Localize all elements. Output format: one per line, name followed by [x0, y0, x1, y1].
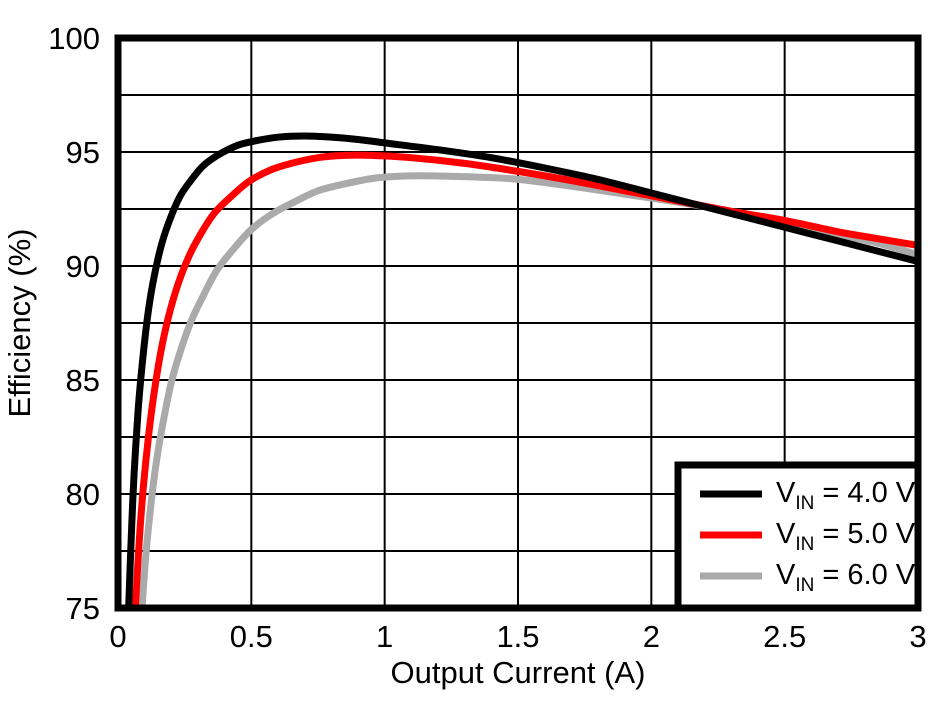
- x-axis-tick-labels: 0 0.5 1 1.5 2 2.5 3: [109, 619, 926, 654]
- y-tick-label: 95: [66, 135, 100, 170]
- y-tick-label: 100: [48, 21, 100, 56]
- x-tick-label: 2.5: [763, 619, 806, 654]
- data-series-layer: [125, 132, 918, 608]
- vertical-gridlines: [250, 38, 786, 608]
- legend-label-3: VIN = 6.0 V: [776, 559, 916, 596]
- y-tick-label: 75: [66, 591, 100, 626]
- y-tick-label: 90: [66, 249, 100, 284]
- x-tick-label: 1: [376, 619, 393, 654]
- y-tick-label: 85: [66, 363, 100, 398]
- series-line-1: [125, 132, 918, 608]
- x-tick-label: 2: [643, 619, 660, 654]
- plot-frame: [114, 34, 922, 612]
- legend[interactable]: VIN = 4.0 V VIN = 5.0 V VIN = 6.0 V: [674, 461, 922, 612]
- x-tick-label: 0: [109, 619, 126, 654]
- legend-label-1: VIN = 4.0 V: [776, 477, 916, 514]
- y-axis-tick-labels: 75 80 85 90 95 100: [48, 21, 100, 626]
- x-tick-label: 3: [909, 619, 926, 654]
- y-axis-title: Efficiency (%): [2, 229, 37, 418]
- legend-items: VIN = 4.0 V VIN = 5.0 V VIN = 6.0 V: [700, 477, 916, 596]
- x-tick-label: 1.5: [496, 619, 539, 654]
- legend-label-2: VIN = 5.0 V: [776, 518, 916, 555]
- x-tick-label: 0.5: [230, 619, 273, 654]
- x-axis-title: Output Current (A): [391, 655, 646, 690]
- y-tick-label: 80: [66, 477, 100, 512]
